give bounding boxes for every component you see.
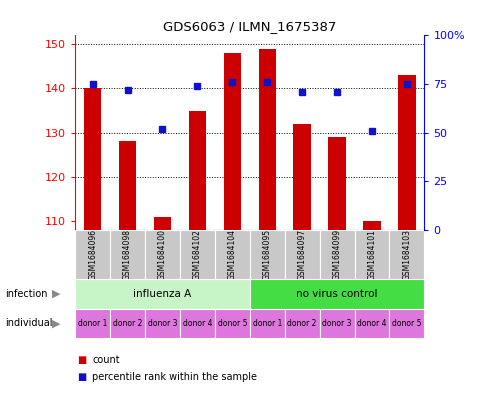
Bar [328, 137, 345, 230]
Bar [389, 309, 424, 338]
Bar [293, 124, 310, 230]
Bar [110, 309, 145, 338]
Bar [214, 309, 249, 338]
Bar [397, 75, 415, 230]
Bar [354, 309, 389, 338]
Bar [180, 230, 214, 279]
Bar [389, 230, 424, 279]
Text: GSM1684095: GSM1684095 [262, 229, 271, 280]
Bar [223, 53, 241, 230]
Text: GSM1684100: GSM1684100 [158, 229, 166, 280]
Text: ▶: ▶ [51, 318, 60, 328]
Bar [75, 230, 110, 279]
Text: donor 3: donor 3 [322, 319, 351, 328]
Text: GSM1684102: GSM1684102 [193, 229, 201, 280]
Text: donor 2: donor 2 [113, 319, 142, 328]
Text: donor 3: donor 3 [148, 319, 177, 328]
Bar [75, 279, 249, 309]
Text: donor 1: donor 1 [252, 319, 281, 328]
Text: donor 4: donor 4 [182, 319, 212, 328]
Bar [249, 230, 284, 279]
Bar [258, 49, 275, 230]
Bar [354, 230, 389, 279]
Bar [249, 309, 284, 338]
Bar [180, 309, 214, 338]
Bar [319, 230, 354, 279]
Text: donor 2: donor 2 [287, 319, 316, 328]
Text: count: count [92, 354, 120, 365]
Text: donor 5: donor 5 [392, 319, 421, 328]
Bar [188, 110, 206, 230]
Text: ▶: ▶ [51, 289, 60, 299]
Text: ■: ■ [77, 354, 87, 365]
Bar [363, 221, 380, 230]
Text: GSM1684103: GSM1684103 [402, 229, 410, 280]
Bar [284, 309, 319, 338]
Bar [153, 217, 171, 230]
Text: donor 4: donor 4 [357, 319, 386, 328]
Text: influenza A: influenza A [133, 289, 191, 299]
Bar [319, 309, 354, 338]
Text: donor 5: donor 5 [217, 319, 246, 328]
Bar [249, 279, 424, 309]
Text: GSM1684104: GSM1684104 [227, 229, 236, 280]
Bar [145, 230, 180, 279]
Text: GSM1684101: GSM1684101 [367, 229, 376, 280]
Text: GSM1684097: GSM1684097 [297, 229, 306, 280]
Text: no virus control: no virus control [296, 289, 377, 299]
Bar [110, 230, 145, 279]
Bar [75, 309, 110, 338]
Title: GDS6063 / ILMN_1675387: GDS6063 / ILMN_1675387 [163, 20, 336, 33]
Text: GSM1684099: GSM1684099 [332, 229, 341, 280]
Bar [284, 230, 319, 279]
Text: percentile rank within the sample: percentile rank within the sample [92, 372, 257, 382]
Bar [119, 141, 136, 230]
Text: ■: ■ [77, 372, 87, 382]
Text: individual: individual [5, 318, 52, 328]
Bar [214, 230, 249, 279]
Text: GSM1684096: GSM1684096 [88, 229, 97, 280]
Text: infection: infection [5, 289, 47, 299]
Text: donor 1: donor 1 [78, 319, 107, 328]
Bar [84, 88, 101, 230]
Bar [145, 309, 180, 338]
Text: GSM1684098: GSM1684098 [123, 229, 132, 280]
